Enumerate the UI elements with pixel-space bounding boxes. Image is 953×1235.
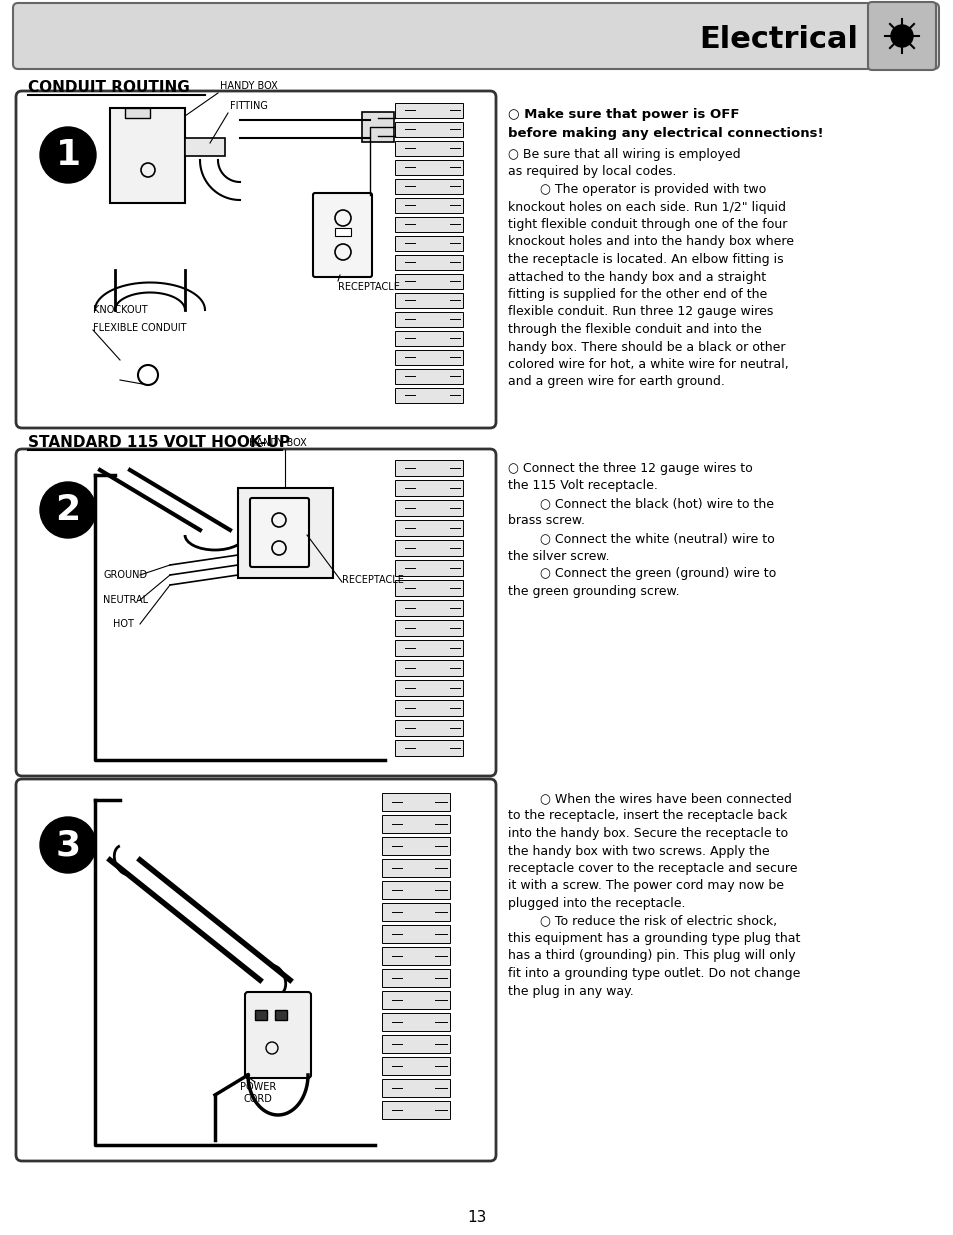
Text: 1: 1 xyxy=(55,138,80,172)
FancyBboxPatch shape xyxy=(395,559,462,576)
FancyBboxPatch shape xyxy=(381,947,450,965)
FancyBboxPatch shape xyxy=(381,1100,450,1119)
Text: ○ Make sure that power is OFF: ○ Make sure that power is OFF xyxy=(507,107,739,121)
Text: HANDY BOX: HANDY BOX xyxy=(249,438,307,448)
Circle shape xyxy=(890,25,912,47)
FancyBboxPatch shape xyxy=(245,992,311,1078)
FancyBboxPatch shape xyxy=(395,103,462,119)
FancyBboxPatch shape xyxy=(395,540,462,556)
FancyBboxPatch shape xyxy=(185,138,225,156)
FancyBboxPatch shape xyxy=(381,793,450,811)
FancyBboxPatch shape xyxy=(867,2,935,70)
FancyBboxPatch shape xyxy=(16,91,496,429)
FancyBboxPatch shape xyxy=(395,217,462,232)
FancyBboxPatch shape xyxy=(395,141,462,156)
FancyBboxPatch shape xyxy=(395,520,462,536)
FancyBboxPatch shape xyxy=(395,274,462,289)
FancyBboxPatch shape xyxy=(237,488,333,578)
FancyBboxPatch shape xyxy=(16,450,496,776)
Text: ○ When the wires have been connected
to the receptacle, insert the receptacle ba: ○ When the wires have been connected to … xyxy=(507,792,800,998)
Text: 3: 3 xyxy=(55,827,80,862)
FancyBboxPatch shape xyxy=(381,837,450,855)
Text: 13: 13 xyxy=(467,1210,486,1225)
FancyBboxPatch shape xyxy=(395,620,462,636)
FancyBboxPatch shape xyxy=(395,459,462,475)
FancyBboxPatch shape xyxy=(381,1035,450,1053)
FancyBboxPatch shape xyxy=(335,228,351,236)
FancyBboxPatch shape xyxy=(395,198,462,212)
FancyBboxPatch shape xyxy=(395,369,462,384)
Text: KNOCKOUT: KNOCKOUT xyxy=(92,305,148,315)
FancyBboxPatch shape xyxy=(395,720,462,736)
FancyBboxPatch shape xyxy=(16,779,496,1161)
FancyBboxPatch shape xyxy=(395,122,462,137)
FancyBboxPatch shape xyxy=(381,1013,450,1031)
FancyBboxPatch shape xyxy=(381,860,450,877)
Text: 2: 2 xyxy=(55,493,80,527)
FancyBboxPatch shape xyxy=(395,350,462,366)
Text: NEUTRAL: NEUTRAL xyxy=(103,595,148,605)
Text: RECEPTACLE: RECEPTACLE xyxy=(337,282,399,291)
FancyBboxPatch shape xyxy=(395,580,462,597)
Text: FLEXIBLE CONDUIT: FLEXIBLE CONDUIT xyxy=(92,324,186,333)
FancyBboxPatch shape xyxy=(361,112,394,142)
Text: GROUND: GROUND xyxy=(103,571,147,580)
Circle shape xyxy=(40,127,96,183)
FancyBboxPatch shape xyxy=(274,1010,287,1020)
FancyBboxPatch shape xyxy=(381,903,450,921)
Text: FITTING: FITTING xyxy=(230,101,268,111)
FancyBboxPatch shape xyxy=(395,331,462,346)
Text: ○ Be sure that all wiring is employed
as required by local codes.
        ○ The : ○ Be sure that all wiring is employed as… xyxy=(507,148,793,389)
FancyBboxPatch shape xyxy=(381,815,450,832)
FancyBboxPatch shape xyxy=(395,293,462,308)
FancyBboxPatch shape xyxy=(125,107,150,119)
FancyBboxPatch shape xyxy=(395,312,462,327)
Text: POWER
CORD: POWER CORD xyxy=(239,1082,275,1104)
Text: ○ Connect the three 12 gauge wires to
the 115 Volt receptacle.
        ○ Connect: ○ Connect the three 12 gauge wires to th… xyxy=(507,462,776,598)
Text: CONDUIT ROUTING: CONDUIT ROUTING xyxy=(28,80,190,95)
FancyBboxPatch shape xyxy=(395,179,462,194)
FancyBboxPatch shape xyxy=(381,1057,450,1074)
FancyBboxPatch shape xyxy=(395,659,462,676)
Text: HOT: HOT xyxy=(112,619,133,629)
FancyBboxPatch shape xyxy=(395,161,462,175)
FancyBboxPatch shape xyxy=(395,500,462,516)
Text: STANDARD 115 VOLT HOOK-UP: STANDARD 115 VOLT HOOK-UP xyxy=(28,435,290,450)
FancyBboxPatch shape xyxy=(395,388,462,403)
Text: RECEPTACLE: RECEPTACLE xyxy=(341,576,403,585)
Text: before making any electrical connections!: before making any electrical connections… xyxy=(507,127,822,140)
FancyBboxPatch shape xyxy=(13,2,938,69)
Circle shape xyxy=(40,818,96,873)
FancyBboxPatch shape xyxy=(250,498,309,567)
FancyBboxPatch shape xyxy=(110,107,185,203)
FancyBboxPatch shape xyxy=(395,740,462,756)
FancyBboxPatch shape xyxy=(395,600,462,616)
Circle shape xyxy=(40,482,96,538)
FancyBboxPatch shape xyxy=(381,969,450,987)
FancyBboxPatch shape xyxy=(395,254,462,270)
FancyBboxPatch shape xyxy=(381,881,450,899)
Text: HANDY BOX: HANDY BOX xyxy=(220,82,277,91)
FancyBboxPatch shape xyxy=(254,1010,267,1020)
FancyBboxPatch shape xyxy=(381,1079,450,1097)
FancyBboxPatch shape xyxy=(395,236,462,251)
FancyBboxPatch shape xyxy=(395,680,462,697)
FancyBboxPatch shape xyxy=(381,925,450,944)
FancyBboxPatch shape xyxy=(395,640,462,656)
FancyBboxPatch shape xyxy=(381,990,450,1009)
FancyBboxPatch shape xyxy=(313,193,372,277)
Text: Electrical: Electrical xyxy=(699,26,857,54)
FancyBboxPatch shape xyxy=(395,480,462,496)
FancyBboxPatch shape xyxy=(395,700,462,716)
